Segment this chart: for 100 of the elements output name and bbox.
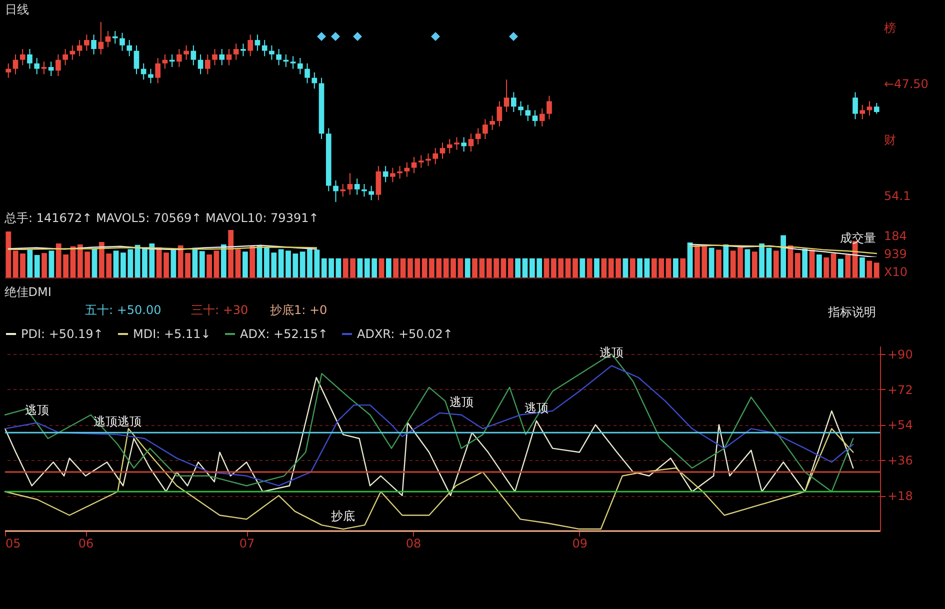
candlestick <box>41 61 47 75</box>
candlestick <box>48 61 54 76</box>
bar <box>386 258 392 278</box>
candlestick <box>312 72 318 90</box>
candlestick <box>190 44 196 66</box>
candlestick <box>461 136 467 152</box>
bar <box>780 235 786 278</box>
chart-title: 总手: 141672↑ MAVOL5: 70569↑ MAVOL10: 79391↑ <box>4 211 319 225</box>
bar <box>723 244 729 278</box>
bar <box>874 262 880 278</box>
candlestick <box>98 22 104 55</box>
x-tick-label: 08 <box>406 536 422 550</box>
x-tick-label: 06 <box>78 536 94 550</box>
bar <box>206 254 212 278</box>
text: 184 <box>884 229 907 243</box>
candlestick <box>468 133 474 152</box>
line-series <box>4 376 854 496</box>
bar <box>866 260 872 278</box>
bar <box>708 248 714 278</box>
candlestick <box>347 172 353 196</box>
bar <box>220 244 226 278</box>
bar <box>622 258 628 278</box>
candlestick <box>539 108 545 127</box>
bar <box>644 258 650 278</box>
line-series <box>4 428 854 530</box>
bar <box>357 258 363 278</box>
bar <box>816 254 822 278</box>
bar <box>170 250 176 278</box>
bar <box>845 254 851 278</box>
candlestick <box>376 166 382 201</box>
bar <box>759 243 764 278</box>
bar <box>250 246 256 278</box>
candlestick <box>496 100 502 127</box>
bar <box>6 231 12 278</box>
candlestick <box>262 40 268 57</box>
candlestick <box>440 142 446 160</box>
bar <box>752 252 758 278</box>
candlestick <box>84 34 90 52</box>
candlestick <box>297 58 303 75</box>
bar <box>630 258 636 278</box>
candlestick <box>504 79 510 112</box>
bar <box>27 250 33 278</box>
bar <box>601 258 607 278</box>
candlestick <box>404 162 410 178</box>
x-tick-label: 07 <box>239 536 255 550</box>
y-tick-label: +18 <box>888 489 913 504</box>
candlestick <box>12 54 18 75</box>
candlestick <box>27 48 32 70</box>
candlestick <box>56 54 61 76</box>
candlestick <box>120 32 125 52</box>
bar <box>802 248 808 278</box>
candlestick <box>511 92 516 112</box>
text: 财 <box>884 133 896 147</box>
bar <box>400 258 406 278</box>
candlestick <box>546 95 552 120</box>
y-tick-label: +72 <box>888 382 913 397</box>
y-tick-label: +54 <box>888 418 913 432</box>
chart-title: 日线 <box>5 2 29 16</box>
candlestick <box>162 54 168 70</box>
bar <box>744 249 750 278</box>
candlestick <box>126 40 132 57</box>
bar <box>838 258 844 278</box>
candlestick <box>269 44 274 60</box>
candlestick <box>482 118 488 140</box>
bar <box>336 258 342 278</box>
bar <box>393 258 399 278</box>
candlestick <box>219 48 225 66</box>
candlestick <box>91 34 96 55</box>
candlestick <box>860 104 866 120</box>
bar <box>508 258 514 278</box>
candlestick <box>276 48 282 66</box>
candlestick <box>226 48 232 66</box>
text: 54.1 <box>884 189 911 203</box>
candlestick <box>368 185 374 201</box>
text: 榜 <box>884 21 896 35</box>
legend-label: PDI: +50.19↑ <box>21 327 104 341</box>
candlestick <box>184 44 189 60</box>
candlestick <box>490 115 495 130</box>
annotation: 逃顶 <box>600 346 624 360</box>
bar <box>228 230 234 278</box>
chart-subtitle: 成交量 <box>840 231 876 245</box>
candlestick <box>148 68 154 84</box>
candlestick <box>134 44 140 75</box>
candlestick <box>212 48 218 66</box>
bar <box>34 254 40 278</box>
ref-line-label: 五十: +50.00 <box>85 303 162 317</box>
bar <box>464 258 470 278</box>
candlestick <box>76 40 82 57</box>
candlestick <box>525 104 531 122</box>
legend-label: ADX: +52.15↑ <box>240 327 328 341</box>
legend-label: ADXR: +50.02↑ <box>357 327 453 341</box>
candlestick <box>70 44 76 60</box>
bar <box>766 248 772 278</box>
candlestick <box>382 166 388 183</box>
candlestick <box>866 100 872 116</box>
candlestick <box>198 54 204 75</box>
chart-subtitle: 指标说明 <box>827 305 876 319</box>
candlestick <box>105 30 111 48</box>
bar <box>378 258 384 278</box>
candlestick <box>390 167 396 183</box>
